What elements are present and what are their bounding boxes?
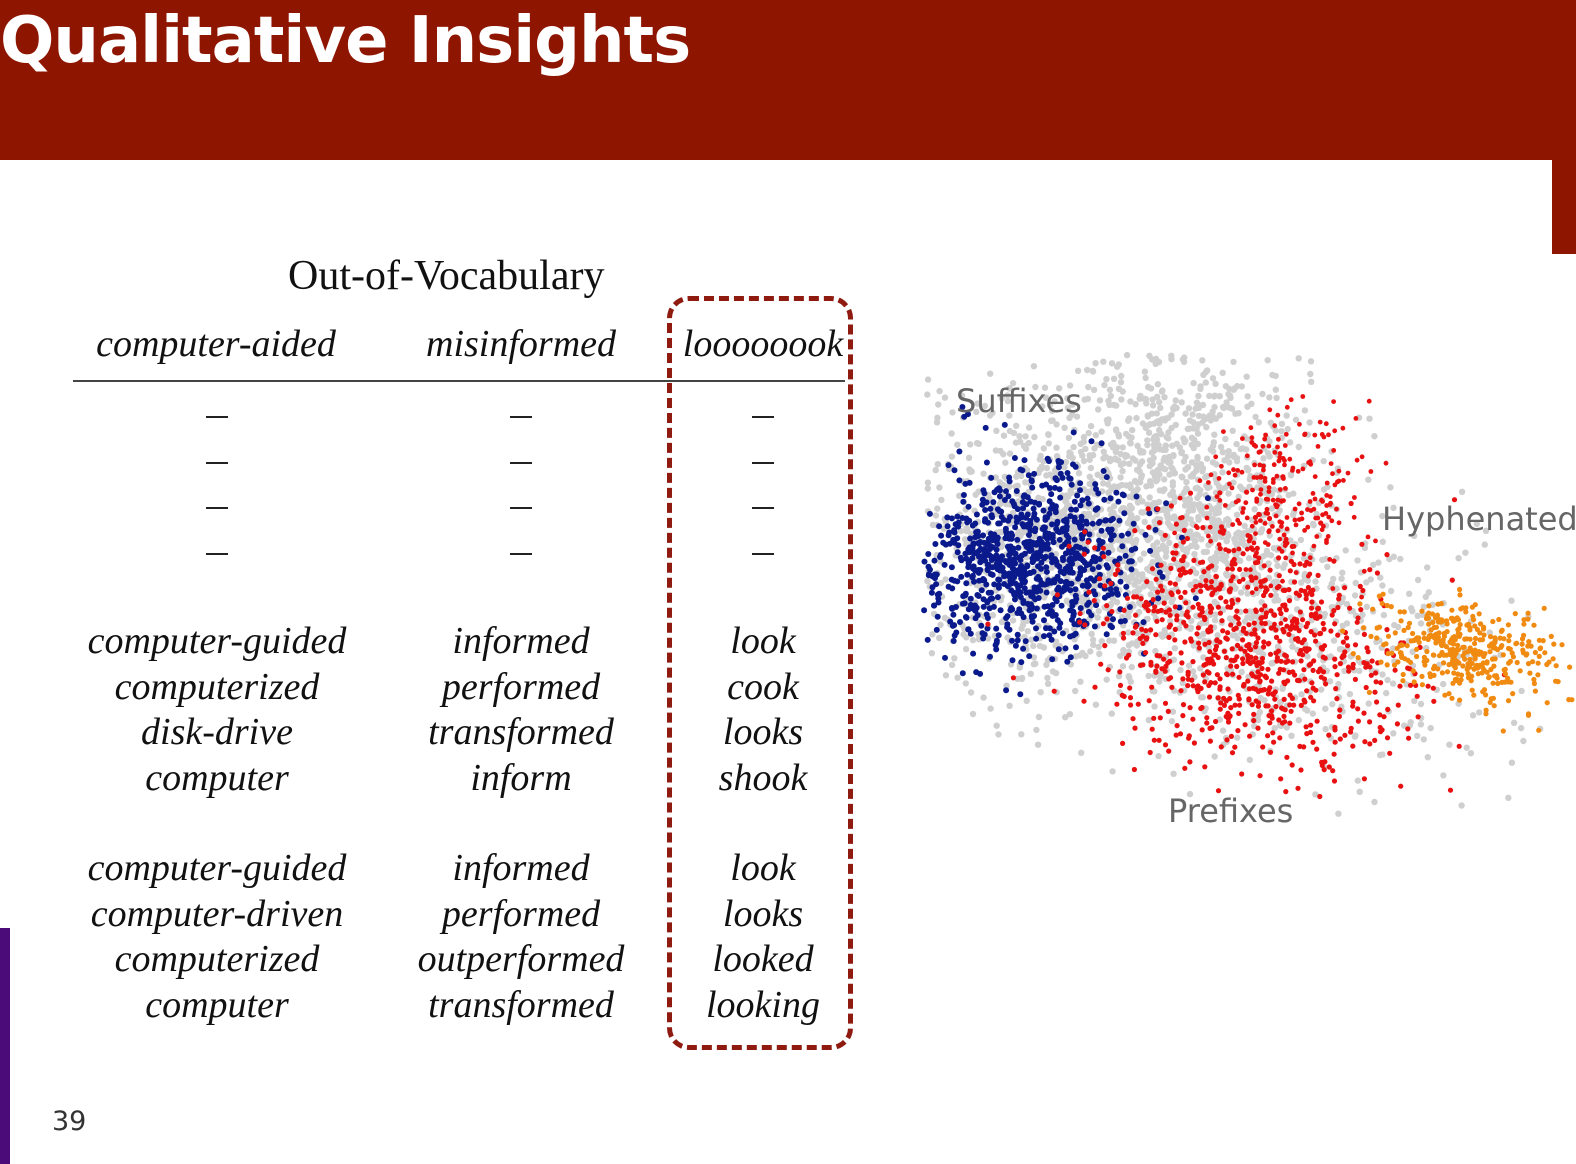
table-title: Out-of-Vocabulary bbox=[288, 253, 605, 299]
neighbor-word: computer-driven bbox=[90, 893, 344, 935]
empty-neighbor-dash bbox=[510, 416, 532, 418]
neighbor-word: performed bbox=[441, 893, 601, 935]
column-header-computer-aided: computer-aided bbox=[96, 323, 336, 365]
neighbor-word: computer-guided bbox=[87, 620, 347, 662]
neighbor-word: computerized bbox=[114, 938, 320, 980]
empty-neighbor-dash bbox=[510, 553, 532, 555]
prefix-points bbox=[1172, 394, 1389, 677]
embedding-scatter-plot bbox=[921, 351, 1575, 817]
empty-neighbor-dash bbox=[752, 416, 774, 418]
neighbor-word: informed bbox=[452, 847, 590, 889]
empty-neighbor-dash bbox=[752, 462, 774, 464]
slide-header: Qualitative Insights bbox=[0, 0, 1576, 160]
column-header-misinformed: misinformed bbox=[426, 323, 616, 365]
highlight-dashed-box bbox=[667, 296, 853, 1050]
label-hyphenated: Hyphenated bbox=[1382, 500, 1576, 538]
hyphenated-points bbox=[1340, 586, 1575, 734]
accent-bar-right bbox=[1552, 160, 1576, 254]
page-number: 39 bbox=[52, 1106, 87, 1137]
empty-neighbor-dash bbox=[752, 507, 774, 509]
header-rule bbox=[73, 380, 845, 382]
neighbor-word: looking bbox=[706, 984, 820, 1026]
accent-bar-left bbox=[0, 928, 10, 1164]
empty-neighbor-dash bbox=[206, 462, 228, 464]
neighbor-word: computerized bbox=[114, 666, 320, 708]
empty-neighbor-dash bbox=[752, 553, 774, 555]
neighbor-word: informed bbox=[452, 620, 590, 662]
neighbor-word: disk-drive bbox=[141, 711, 293, 753]
empty-neighbor-dash bbox=[206, 507, 228, 509]
neighbor-word: look bbox=[730, 847, 796, 889]
empty-neighbor-dash bbox=[206, 416, 228, 418]
neighbor-word: computer bbox=[145, 984, 289, 1026]
label-prefixes: Prefixes bbox=[1168, 792, 1294, 830]
neighbor-word: looks bbox=[722, 711, 804, 753]
empty-neighbor-dash bbox=[206, 553, 228, 555]
neighbor-word: look bbox=[730, 620, 796, 662]
neighbor-word: computer bbox=[145, 757, 289, 799]
neighbor-word: transformed bbox=[428, 711, 614, 753]
neighbor-word: performed bbox=[441, 666, 601, 708]
prefix-points bbox=[985, 474, 1507, 800]
neighbor-word: looks bbox=[722, 893, 804, 935]
label-suffixes: Suffixes bbox=[956, 382, 1082, 420]
neighbor-word: cook bbox=[727, 666, 799, 708]
slide-title: Qualitative Insights bbox=[0, 4, 691, 78]
neighbor-word: shook bbox=[718, 757, 808, 799]
neighbor-word: transformed bbox=[428, 984, 614, 1026]
neighbor-word: inform bbox=[470, 757, 572, 799]
empty-neighbor-dash bbox=[510, 507, 532, 509]
suffix-points bbox=[921, 404, 1211, 698]
column-header-loooooook: loooooook bbox=[682, 323, 844, 365]
neighbor-word: computer-guided bbox=[87, 847, 347, 889]
neighbor-word: looked bbox=[712, 938, 814, 980]
empty-neighbor-dash bbox=[510, 462, 532, 464]
neighbor-word: outperformed bbox=[417, 938, 625, 980]
